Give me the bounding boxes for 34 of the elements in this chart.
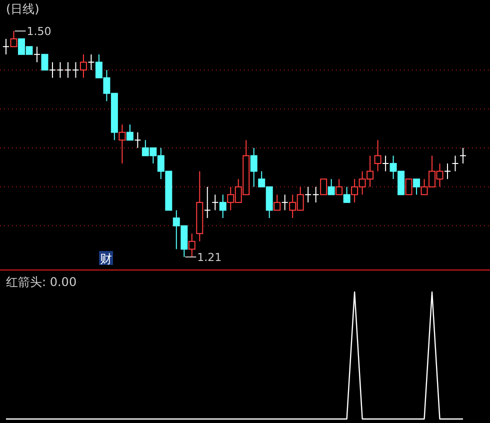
candlestick	[134, 132, 142, 148]
candlestick	[274, 194, 281, 211]
candlestick	[452, 155, 459, 172]
candlestick	[336, 178, 343, 196]
candlestick	[126, 124, 134, 141]
candlestick	[460, 147, 466, 164]
candlestick	[33, 46, 40, 63]
candlestick	[444, 162, 452, 180]
annotation: 1.50	[26, 25, 52, 38]
candlestick	[382, 155, 390, 172]
candlestick	[219, 194, 226, 219]
chart-title: 红箭头: 0.00	[6, 275, 77, 289]
candlestick	[188, 233, 196, 258]
annotation: 财	[100, 252, 112, 266]
candlestick	[374, 140, 382, 172]
candlestick	[212, 194, 219, 211]
annotation: 1.21	[197, 250, 222, 264]
candlestick	[41, 54, 48, 70]
candlestick	[405, 178, 412, 196]
candlestick	[80, 54, 87, 78]
candlestick	[250, 147, 258, 188]
candlestick	[204, 186, 211, 219]
candlestick	[2, 38, 10, 55]
candlestick	[281, 194, 288, 211]
candlestick	[343, 186, 350, 203]
candlestick	[413, 178, 420, 196]
candlestick	[320, 178, 328, 196]
chart-title: (日线)	[6, 2, 40, 16]
candlestick	[88, 54, 95, 70]
candlestick	[10, 30, 18, 48]
candlestick	[304, 186, 312, 203]
candlestick	[312, 186, 320, 203]
candlestick	[118, 124, 126, 164]
candlestick	[328, 178, 335, 196]
